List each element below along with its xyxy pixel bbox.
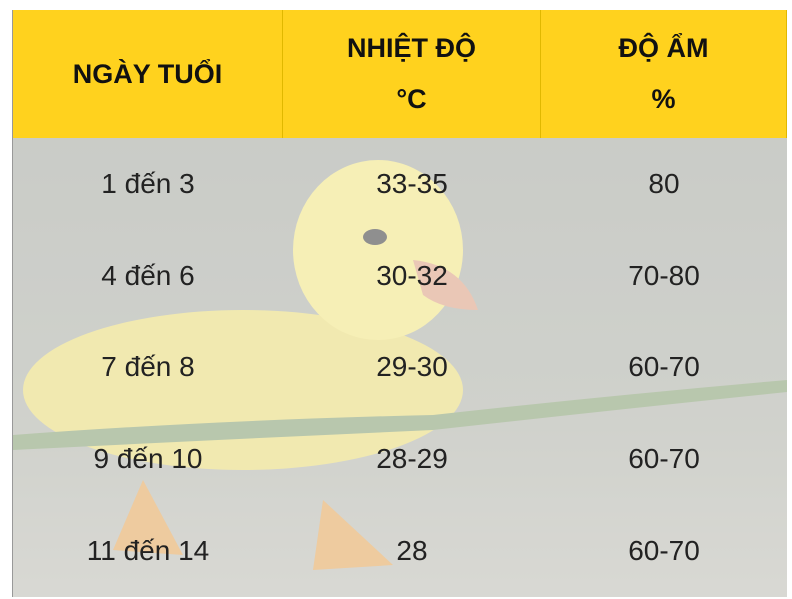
table-cell: 60-70 (541, 322, 787, 414)
header-unit: °C (396, 84, 426, 115)
table-cell: 11 đến 14 (13, 505, 283, 597)
table-cell: 7 đến 8 (13, 322, 283, 414)
table-cell: 28 (283, 505, 541, 597)
table-cell: 80 (541, 138, 787, 230)
header-unit: % (651, 84, 675, 115)
table-cell: 1 đến 3 (13, 138, 283, 230)
header-cell: NHIỆT ĐỘ °C (283, 10, 541, 138)
table-cell: 60-70 (541, 505, 787, 597)
header-label: NHIỆT ĐỘ (347, 33, 476, 64)
table-cell: 30-32 (283, 230, 541, 322)
table-cell: 70-80 (541, 230, 787, 322)
table-cell: 60-70 (541, 413, 787, 505)
page: NGÀY TUỔI NHIỆT ĐỘ °C ĐỘ ẨM% 1 đến 333-3580 4… (0, 0, 792, 599)
table-cell: 9 đến 10 (13, 413, 283, 505)
header-cell: NGÀY TUỔI (13, 10, 283, 138)
header-cell: ĐỘ ẨM% (541, 10, 787, 138)
table-cell: 29-30 (283, 322, 541, 414)
header-label: NGÀY TUỔI (73, 59, 223, 90)
table-cell: 28-29 (283, 413, 541, 505)
header-label: ĐỘ ẨM (619, 33, 709, 64)
table-cell: 33-35 (283, 138, 541, 230)
table-cell: 4 đến 6 (13, 230, 283, 322)
